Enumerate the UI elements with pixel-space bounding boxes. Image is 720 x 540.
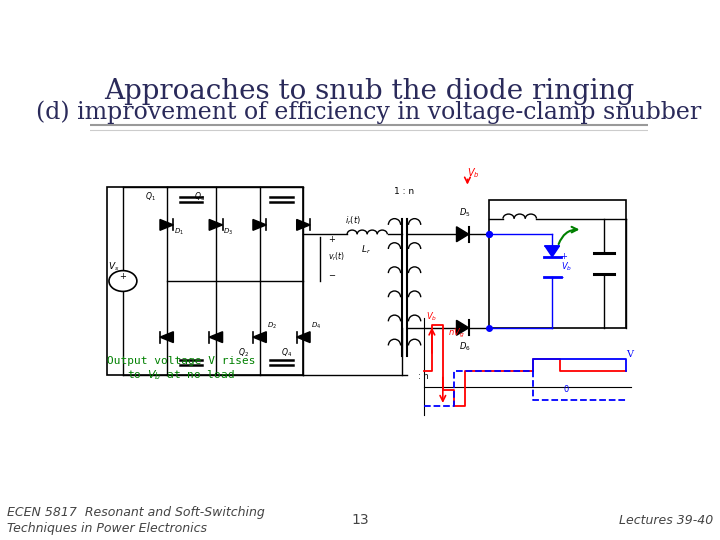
Text: Output voltage V rises
   to $V_b$ at no load: Output voltage V rises to $V_b$ at no lo… xyxy=(107,356,255,382)
Text: $D_1$: $D_1$ xyxy=(174,227,184,238)
Text: Techniques in Power Electronics: Techniques in Power Electronics xyxy=(7,522,207,535)
Polygon shape xyxy=(456,320,469,335)
Polygon shape xyxy=(160,332,174,342)
Polygon shape xyxy=(160,219,174,230)
Text: $D_6$: $D_6$ xyxy=(459,341,471,353)
Polygon shape xyxy=(297,332,310,342)
Text: +: + xyxy=(120,272,126,281)
Text: $V_{b}$: $V_{b}$ xyxy=(467,166,480,180)
Text: V: V xyxy=(626,350,633,359)
Text: -: - xyxy=(561,273,564,282)
Text: $Q_1$: $Q_1$ xyxy=(145,191,156,204)
Polygon shape xyxy=(297,219,310,230)
Text: $V_b$: $V_b$ xyxy=(561,261,572,273)
Text: $D_3$: $D_3$ xyxy=(223,227,233,238)
Bar xyxy=(490,200,626,328)
Text: $Q_4$: $Q_4$ xyxy=(281,347,292,359)
Text: (d) improvement of efficiency in voltage-clamp snubber: (d) improvement of efficiency in voltage… xyxy=(37,101,701,124)
Text: 0: 0 xyxy=(563,384,568,394)
Polygon shape xyxy=(210,332,222,342)
Text: $D_2$: $D_2$ xyxy=(267,321,277,331)
Text: $V_{b}$: $V_{b}$ xyxy=(426,311,438,323)
Polygon shape xyxy=(253,219,266,230)
Text: $D_4$: $D_4$ xyxy=(310,321,321,331)
Text: Lectures 39-40: Lectures 39-40 xyxy=(618,514,713,527)
Text: $L_r$: $L_r$ xyxy=(361,244,372,256)
Text: Approaches to snub the diode ringing: Approaches to snub the diode ringing xyxy=(104,78,634,105)
Polygon shape xyxy=(456,227,469,242)
Text: $V_s$: $V_s$ xyxy=(108,261,120,273)
Polygon shape xyxy=(545,246,559,257)
Text: $nV_g$: $nV_g$ xyxy=(449,327,465,340)
Text: $Q_3$: $Q_3$ xyxy=(194,191,204,204)
Text: : n: : n xyxy=(418,372,429,381)
Polygon shape xyxy=(210,219,222,230)
Text: 1 : n: 1 : n xyxy=(395,187,415,195)
Text: $-$: $-$ xyxy=(328,269,336,278)
Text: ECEN 5817  Resonant and Soft-Switching: ECEN 5817 Resonant and Soft-Switching xyxy=(7,505,265,519)
Text: $Q_2$: $Q_2$ xyxy=(238,347,248,359)
Text: $i_r(t)$: $i_r(t)$ xyxy=(345,214,361,227)
Text: $D_5$: $D_5$ xyxy=(459,206,471,219)
Polygon shape xyxy=(253,332,266,342)
Text: 13: 13 xyxy=(351,513,369,527)
Circle shape xyxy=(109,271,137,292)
Text: +: + xyxy=(328,235,335,244)
Text: $v_r(t)$: $v_r(t)$ xyxy=(328,250,346,262)
Bar xyxy=(107,187,303,375)
Text: +: + xyxy=(561,252,567,261)
